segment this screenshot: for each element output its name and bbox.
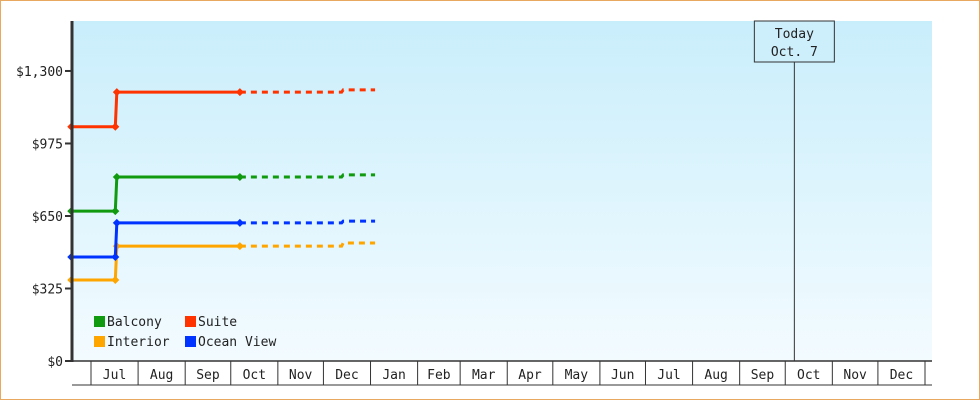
x-tick-label: Oct xyxy=(243,368,266,383)
x-tick-label: Jan xyxy=(382,368,405,383)
legend-label-suite: Suite xyxy=(198,315,237,330)
x-tick-label: Jun xyxy=(611,368,634,383)
x-tick-label: Mar xyxy=(472,368,496,383)
legend-swatch-ocean-view xyxy=(185,336,196,347)
x-tick-label: Nov xyxy=(289,368,313,383)
x-tick-label: Dec xyxy=(335,368,358,383)
plot-area xyxy=(72,21,932,361)
series-balcony-point xyxy=(112,172,121,181)
y-tick-label: $975 xyxy=(32,137,63,152)
x-tick-label: Feb xyxy=(427,368,451,383)
legend-label-interior: Interior xyxy=(107,335,170,350)
x-tick-label: Sep xyxy=(751,368,775,383)
series-interior-point xyxy=(235,242,244,251)
y-tick-label: $1,300 xyxy=(16,65,63,80)
series-ocean-view-line xyxy=(71,221,240,259)
legend-swatch-interior xyxy=(94,336,105,347)
legend-label-balcony: Balcony xyxy=(107,315,162,330)
x-tick-label: Dec xyxy=(890,368,913,383)
today-box xyxy=(753,20,835,63)
series-suite-point xyxy=(112,88,121,97)
series-ocean-view-point xyxy=(111,253,120,262)
x-tick-label: May xyxy=(565,368,589,383)
series-balcony-point xyxy=(111,207,120,216)
series-suite-line xyxy=(71,90,240,129)
series-balcony-forecast-line xyxy=(239,173,376,179)
series-interior-line xyxy=(71,244,240,282)
series-interior-forecast-line xyxy=(239,241,376,248)
series-balcony-point xyxy=(235,172,244,181)
series-ocean-view-point xyxy=(235,218,244,227)
x-tick-label: Aug xyxy=(704,368,727,383)
x-tick-label: Apr xyxy=(518,368,542,383)
x-tick-label: Sep xyxy=(196,368,220,383)
today-label: Today xyxy=(775,27,814,42)
today-date: Oct. 7 xyxy=(771,45,818,60)
y-tick-label: $650 xyxy=(32,210,63,225)
x-tick-label: Jul xyxy=(657,368,680,383)
x-tick-label: Oct xyxy=(797,368,820,383)
series-suite-point xyxy=(235,88,244,97)
series-suite-point xyxy=(111,122,120,131)
x-tick-label: Nov xyxy=(843,368,867,383)
legend-swatch-balcony xyxy=(94,316,105,327)
legend-label-ocean-view: Ocean View xyxy=(198,335,276,350)
series-balcony-line xyxy=(71,175,240,213)
series-suite-forecast-line xyxy=(239,88,376,94)
series-ocean-view-forecast-line xyxy=(239,219,376,225)
y-tick-label: $325 xyxy=(32,282,63,297)
series-ocean-view-point xyxy=(112,218,121,227)
x-tick-label: Jul xyxy=(103,368,126,383)
y-tick-label: $0 xyxy=(47,355,63,370)
series-interior-point xyxy=(111,276,120,285)
x-tick-label: Aug xyxy=(150,368,173,383)
legend-swatch-suite xyxy=(185,316,196,327)
